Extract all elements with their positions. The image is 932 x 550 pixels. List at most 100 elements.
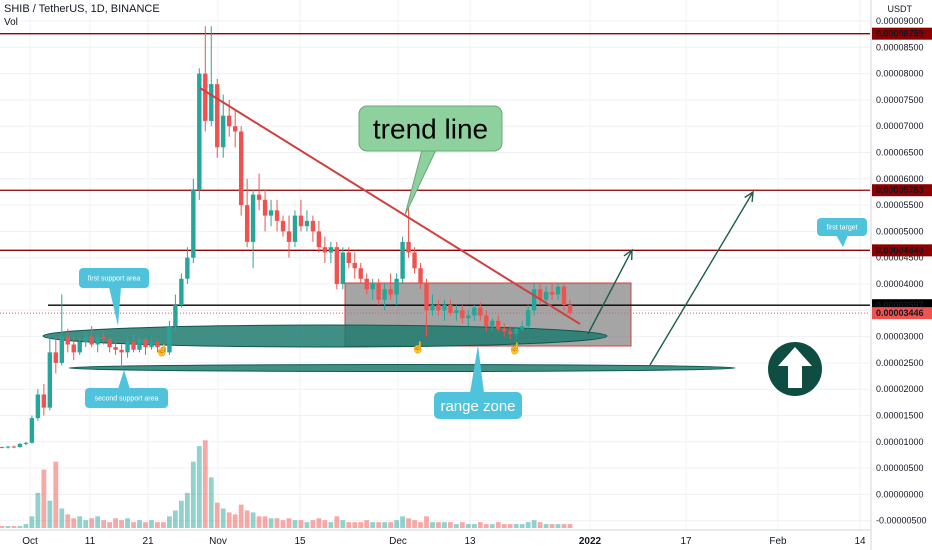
price-level-badge [872,184,932,197]
volume-bar [567,524,573,528]
date-tick-label: Feb [769,536,787,547]
volume-bar [561,524,567,528]
candle-body [95,336,100,345]
first-support-callout-tail [109,287,121,326]
date-tick-label: 15 [294,536,306,547]
candle-body [525,310,531,327]
volume-bar [430,522,435,528]
price-tick-label: 0.00002000 [876,384,924,394]
current-price-badge [872,307,932,320]
volume-bar [238,504,244,528]
volume-bar [525,522,531,528]
candle-body [143,339,148,348]
hand-pointer-icon: ☝ [508,341,522,355]
candle-body [472,307,477,316]
candle-body [370,284,375,290]
first-target-callout-tail [836,235,848,247]
range-zone-callout-text: range zone [440,398,515,415]
candle-body [543,291,549,300]
volume-bar [262,516,268,528]
volume-bar [268,518,274,528]
candle-body [412,252,417,269]
volume-bar [125,518,130,528]
price-tick-label: 0.00007500 [876,95,924,105]
volume-bar [316,518,322,528]
price-tick-label: 0.00000500 [876,463,924,473]
range-zone-callout-box [434,392,522,419]
volume-bar [274,518,280,528]
price-tick-label: 0.00001000 [876,437,924,447]
candle-body [149,341,154,348]
trend-line-callout-box [358,105,503,152]
candle-body [238,131,244,206]
candle-body [23,442,29,444]
volume-bar [412,520,417,528]
candle-body [209,84,214,121]
volume-bar [77,516,83,528]
volume-bar [178,500,184,528]
second-support-callout-tail [118,370,130,389]
candle-body [508,331,513,334]
candle-body [244,205,250,242]
volume-bar [11,526,17,528]
candle-body [400,241,405,279]
candle-body [406,241,411,253]
candle-body [11,446,17,448]
volume-bar [119,520,124,528]
candle-body [191,189,196,258]
date-tick-label: 21 [142,536,154,547]
volume-bar [328,522,334,528]
candle-body [418,268,423,284]
candle-body [119,349,124,353]
candle-body [131,341,136,350]
price-level-label: 0.00004640 [876,245,924,255]
volume-bar [340,520,346,528]
candle-body [519,326,525,329]
volume-bar [35,492,41,528]
volume-bar [513,524,519,528]
volume-bar [400,516,405,528]
price-tick-label: 0.00009000 [876,16,924,26]
volume-bar [226,512,232,528]
candle-body [77,341,82,353]
volume-bar [29,516,35,528]
candle-body [358,268,363,279]
volume-bar [388,522,394,528]
candle-body [549,291,555,295]
volume-bar [418,522,423,528]
candle-body [262,199,268,216]
volume-bar [149,520,154,528]
symbol-title: SHIB / TetherUS, 1D, BINANCE [4,3,160,15]
target-arrow-long [649,191,754,366]
price-level-label: 0.00003597 [876,300,924,310]
volume-bar [394,520,400,528]
volume-bar [172,510,178,528]
price-tick-label: 0.00008000 [876,69,924,79]
candle-body [304,220,310,227]
candle-body [561,286,567,306]
candle-body [274,210,280,221]
volume-bar [244,510,250,528]
volume-bar [256,516,262,528]
range-zone-callout-tail [470,345,484,393]
price-level-badge [872,244,932,257]
price-tick-label: 0.00000000 [876,489,924,499]
candle-body [59,336,64,363]
date-tick-label: 14 [854,536,866,547]
volume-bar [459,522,465,528]
price-tick-label: -0.00000500 [876,516,927,526]
price-level-label: 0.00005783 [876,185,924,195]
candle-body [137,339,142,350]
volume-bar [495,522,501,528]
candle-body [442,305,447,311]
candle-body [0,447,5,449]
volume-bar [454,524,459,528]
date-tick-label: 13 [464,536,476,547]
candle-body [256,194,262,200]
volume-bar [143,522,148,528]
volume-bar [442,522,447,528]
price-tick-label: 0.00002500 [876,358,924,368]
candle-body [454,310,459,313]
volume-bar [167,516,172,528]
